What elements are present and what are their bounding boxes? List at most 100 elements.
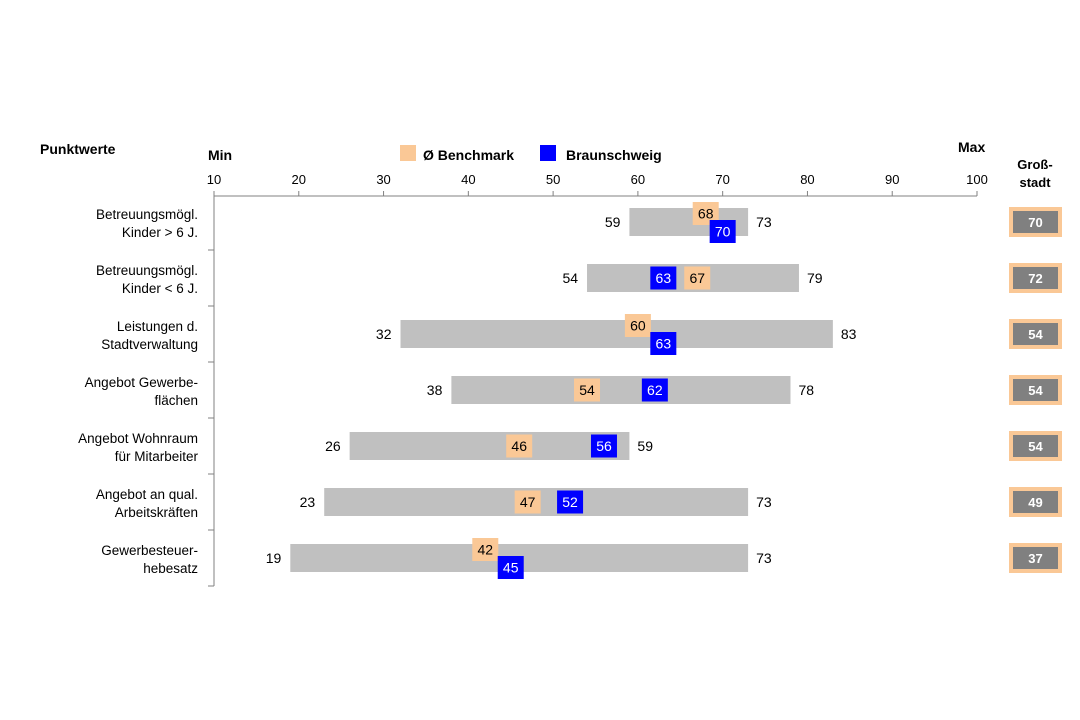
legend-city-label: Braunschweig — [566, 147, 662, 163]
range-max-label: 78 — [798, 382, 814, 398]
benchmark-marker — [514, 490, 541, 514]
grossstadt-value: 49 — [1028, 495, 1042, 510]
grossstadt-box — [1013, 547, 1058, 569]
chart-row: Leistungen d. Stadtverwaltung 32 83 60 63 54 — [101, 314, 1062, 363]
x-tick-label: 20 — [292, 172, 306, 187]
grossstadt-value: 54 — [1028, 383, 1043, 398]
city-value: 70 — [715, 224, 731, 240]
benchmark-value: 54 — [579, 382, 595, 398]
grossstadt-value: 72 — [1028, 271, 1042, 286]
chart-row: Angebot an qual. Arbeitskräften 23 73 47 52 49 — [96, 487, 1062, 531]
side-column-title-line2: stadt — [1019, 175, 1051, 190]
row-header: Punktwerte — [40, 141, 116, 157]
row-label-line1: Angebot Gewerbe- — [85, 375, 198, 390]
range-bar — [400, 320, 833, 348]
grossstadt-value: 70 — [1028, 215, 1042, 230]
city-marker — [590, 434, 617, 458]
grossstadt-box — [1013, 379, 1058, 401]
range-min-label: 26 — [325, 438, 341, 454]
row-label-line1: Betreuungsmögl. — [96, 207, 198, 222]
legend-city-swatch — [540, 145, 556, 161]
grossstadt-box — [1013, 491, 1058, 513]
benchmark-marker — [692, 202, 719, 225]
legend-benchmark-swatch — [400, 145, 416, 161]
grossstadt-box — [1013, 211, 1058, 233]
axis-max-label: Max — [958, 139, 985, 155]
benchmark-marker — [684, 266, 711, 290]
range-min-label: 59 — [605, 214, 621, 230]
row-label-line2: Kinder > 6 J. — [122, 225, 198, 240]
x-tick-label: 80 — [800, 172, 814, 187]
grossstadt-box — [1013, 435, 1058, 457]
row-label-line2: Kinder < 6 J. — [122, 281, 198, 296]
grossstadt-box — [1013, 323, 1058, 345]
city-value: 63 — [656, 270, 672, 286]
x-tick-label: 70 — [715, 172, 729, 187]
row-label-line2: hebesatz — [143, 561, 198, 576]
benchmark-marker — [506, 434, 533, 458]
city-marker — [557, 490, 584, 514]
row-label-line1: Gewerbesteuer- — [101, 543, 198, 558]
row-label-line2: Stadtverwaltung — [101, 337, 198, 352]
x-tick-label: 60 — [631, 172, 645, 187]
range-max-label: 59 — [637, 438, 653, 454]
chart-row: Betreuungsmögl. Kinder < 6 J. 54 79 67 63 72 — [96, 263, 1062, 307]
city-marker — [709, 220, 736, 243]
grossstadt-value: 54 — [1028, 439, 1043, 454]
benchmark-marker — [472, 538, 499, 561]
benchmark-value: 68 — [698, 206, 714, 222]
chart-rows: Betreuungsmögl.Kinder > 6 J.59 73687070Be… — [78, 202, 1062, 587]
range-min-label: 19 — [266, 550, 282, 566]
side-column-title-line1: Groß- — [1017, 157, 1052, 172]
legend: Ø Benchmark Braunschweig — [400, 145, 662, 163]
benchmark-value: 42 — [477, 542, 493, 558]
benchmark-value: 46 — [511, 438, 527, 454]
axis-min-label: Min — [208, 147, 232, 163]
x-tick-label: 100 — [966, 172, 988, 187]
benchmark-marker — [574, 378, 601, 402]
city-value: 63 — [656, 336, 672, 352]
city-value: 52 — [562, 494, 578, 510]
city-marker — [641, 378, 668, 402]
chart-row: Angebot Gewerbe-flächen 38 78 54 62 54 — [85, 375, 1062, 419]
range-min-label: 23 — [300, 494, 316, 510]
chart-row: Gewerbesteuer-hebesatz 19 73 42 45 37 — [101, 538, 1062, 587]
row-label-line1: Leistungen d. — [117, 319, 198, 334]
grossstadt-value: 37 — [1028, 551, 1042, 566]
grossstadt-value: 54 — [1028, 327, 1043, 342]
range-max-label: 73 — [756, 214, 772, 230]
grossstadt-box — [1013, 267, 1058, 289]
x-tick-label: 40 — [461, 172, 475, 187]
range-max-label: 79 — [807, 270, 823, 286]
range-bar — [451, 376, 791, 404]
range-max-label: 83 — [841, 326, 857, 342]
city-marker — [650, 266, 677, 290]
range-max-label: 73 — [756, 494, 772, 510]
city-value: 56 — [596, 438, 612, 454]
row-label-line2: für Mitarbeiter — [115, 449, 199, 464]
city-marker — [497, 556, 524, 579]
row-label-line1: Betreuungsmögl. — [96, 263, 198, 278]
chart-row: Angebot Wohnraum für Mitarbeiter 26 59 46 56 5… — [78, 431, 1062, 475]
x-tick-label: 30 — [376, 172, 390, 187]
range-max-label: 73 — [756, 550, 772, 566]
city-marker — [650, 332, 677, 355]
benchmark-value: 60 — [630, 318, 646, 334]
row-label-line1: Angebot Wohnraum — [78, 431, 198, 446]
range-min-label: 32 — [376, 326, 392, 342]
row-label-line1: Angebot an qual. — [96, 487, 198, 502]
legend-benchmark-label: Ø Benchmark — [423, 147, 514, 163]
range-min-label: 38 — [427, 382, 443, 398]
x-axis: 10 20 30 40 50 60 70 80 90 100 — [207, 172, 988, 586]
city-value: 45 — [503, 560, 519, 576]
benchmark-value: 67 — [689, 270, 705, 286]
benchmark-marker — [624, 314, 651, 337]
benchmark-value: 47 — [520, 494, 536, 510]
range-min-label: 54 — [562, 270, 578, 286]
city-value: 62 — [647, 382, 663, 398]
range-bar — [349, 432, 630, 460]
x-tick-label: 50 — [546, 172, 560, 187]
row-label-line2: Arbeitskräften — [115, 505, 198, 520]
